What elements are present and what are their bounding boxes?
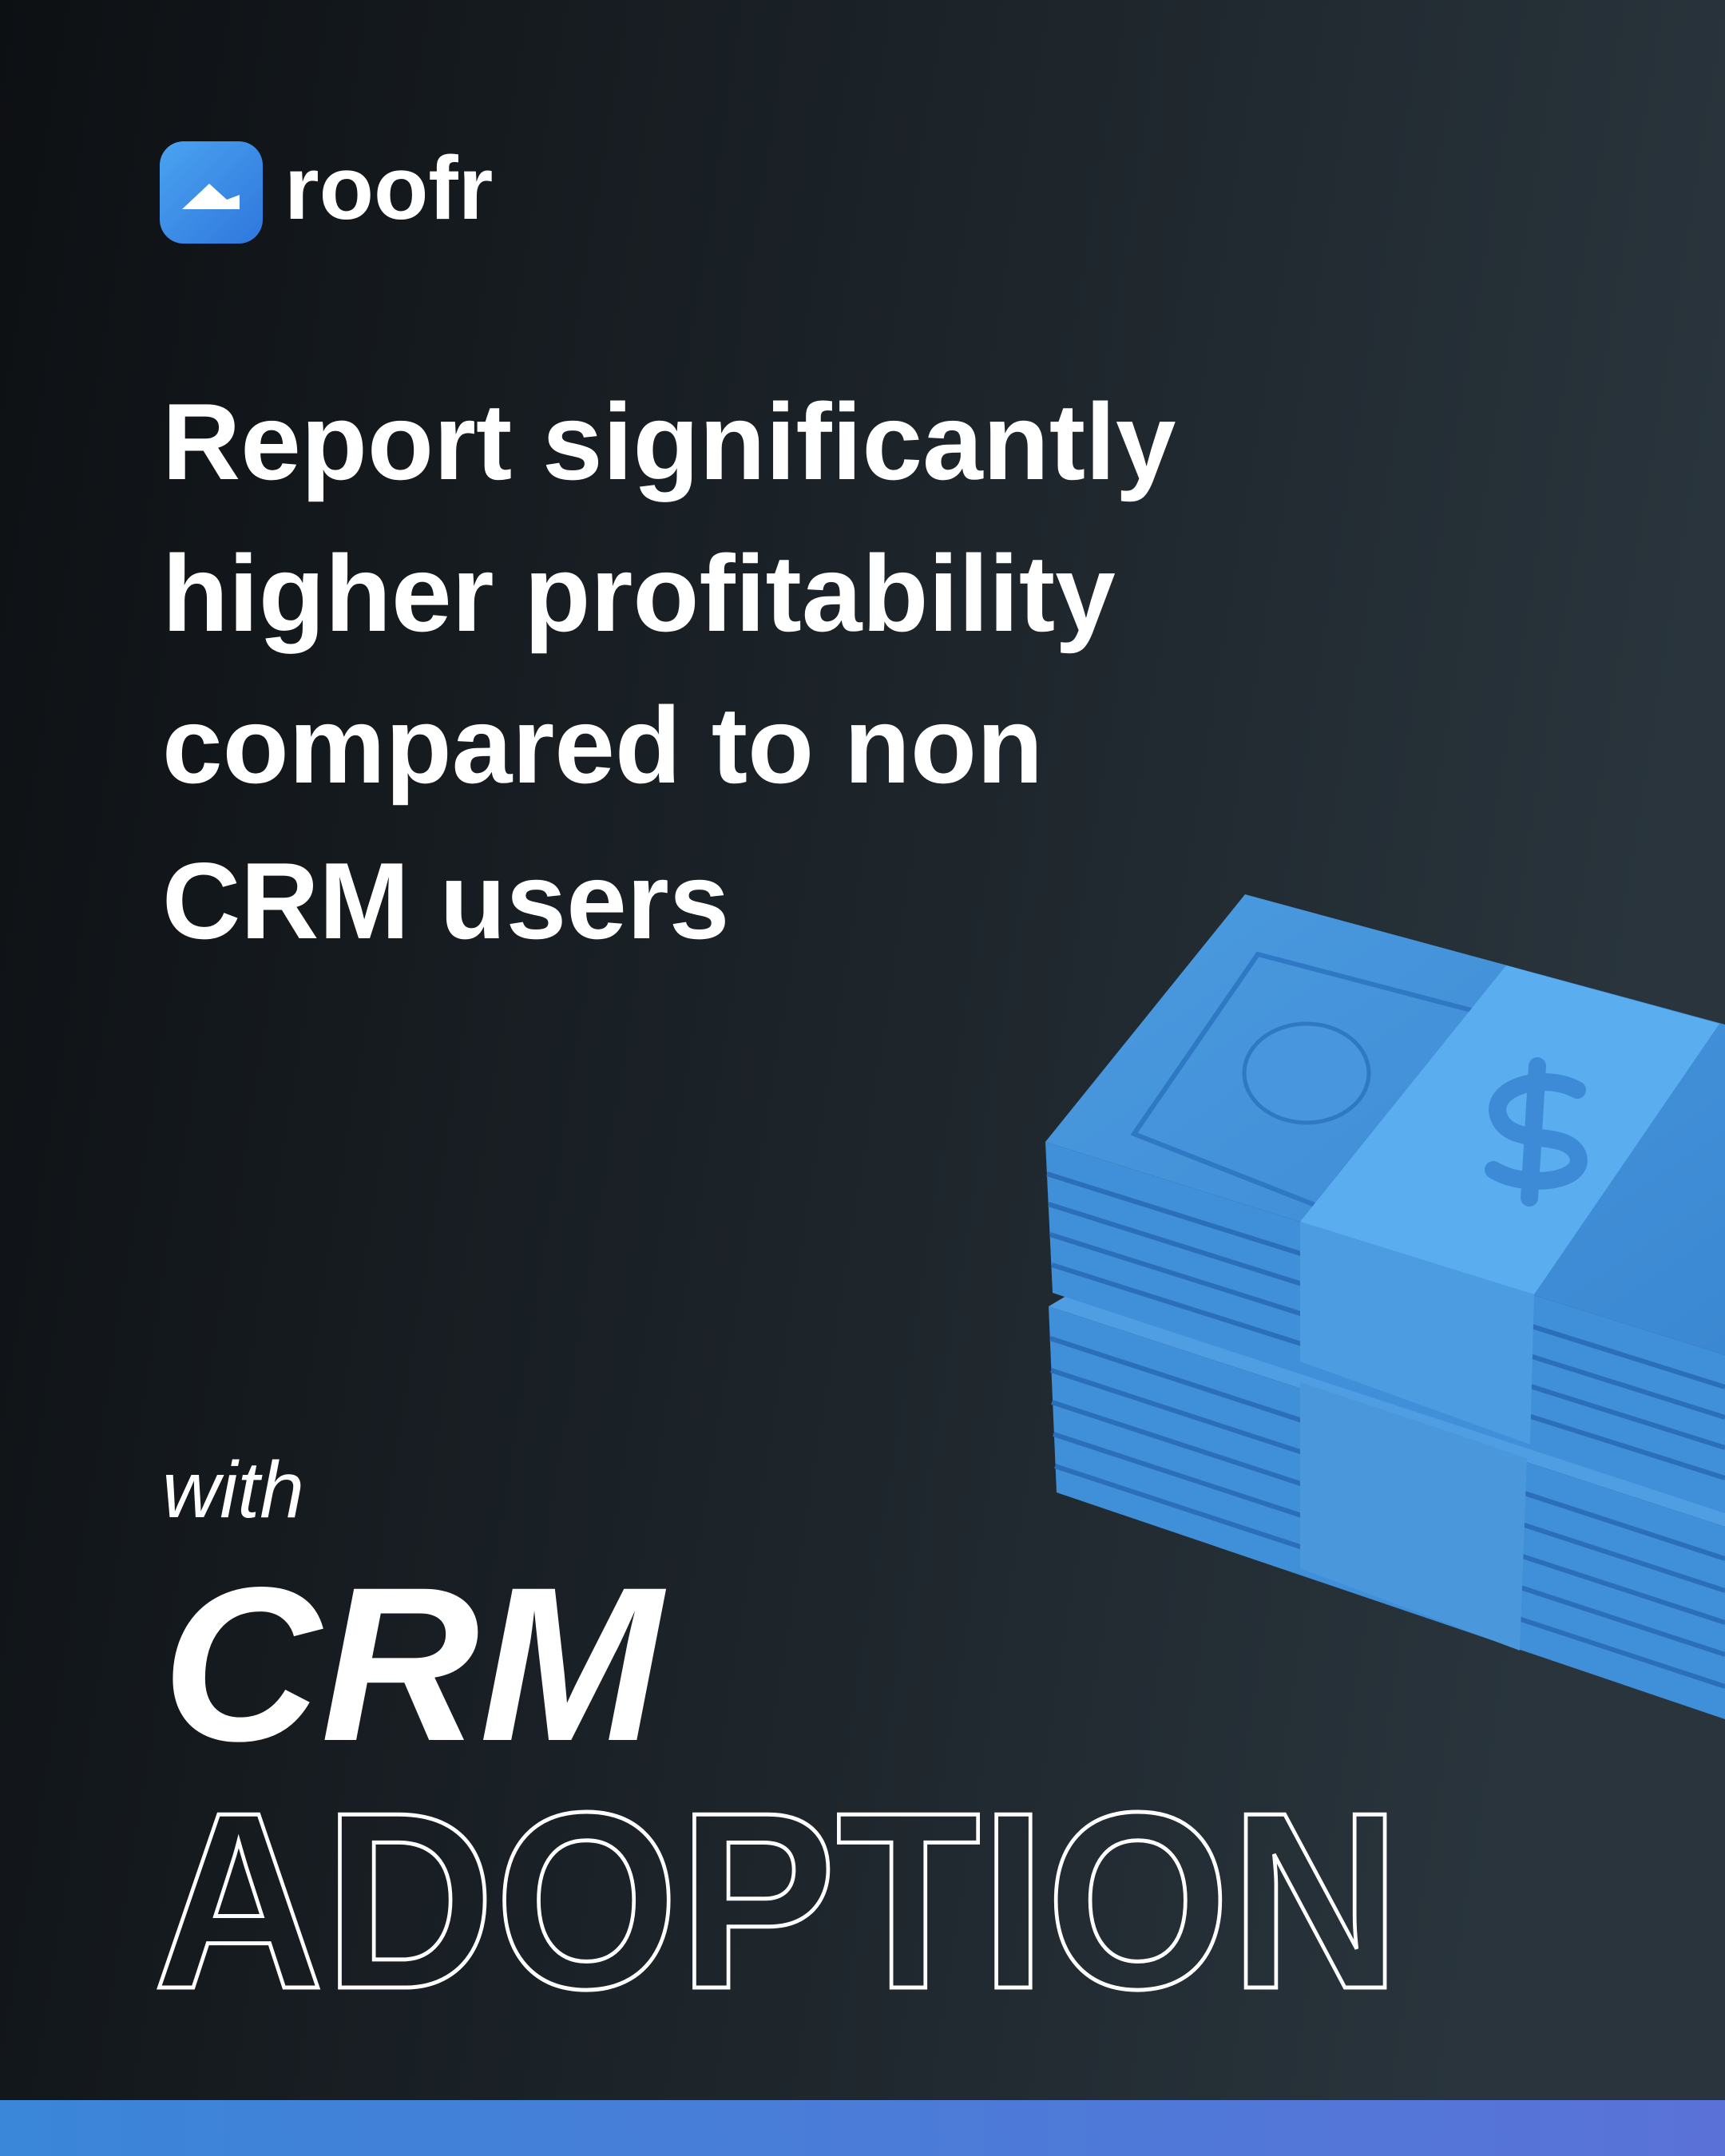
headline-line: compared to non bbox=[162, 684, 1043, 806]
tagline-prefix: with bbox=[162, 1445, 304, 1535]
logo-wordmark: roofr bbox=[284, 138, 493, 238]
band bbox=[1300, 1222, 1534, 1445]
headline-line: higher profitability bbox=[162, 533, 1116, 654]
tagline-emphasis: CRM bbox=[162, 1542, 668, 1787]
dollar-icon bbox=[1485, 1057, 1588, 1207]
stack-top-edge bbox=[1049, 1294, 1725, 1527]
band bbox=[1300, 1382, 1527, 1651]
tagline-outline: ADOPTION bbox=[153, 1760, 1401, 2041]
logo: roofr bbox=[160, 138, 493, 244]
headline-line: CRM users bbox=[162, 840, 729, 961]
money-illustration bbox=[1045, 894, 1725, 1719]
bill-seal bbox=[1242, 1021, 1371, 1125]
headline-line: Report significantly bbox=[162, 381, 1176, 502]
bottom-bar bbox=[0, 2100, 1725, 2156]
logo-roof bbox=[182, 184, 240, 209]
